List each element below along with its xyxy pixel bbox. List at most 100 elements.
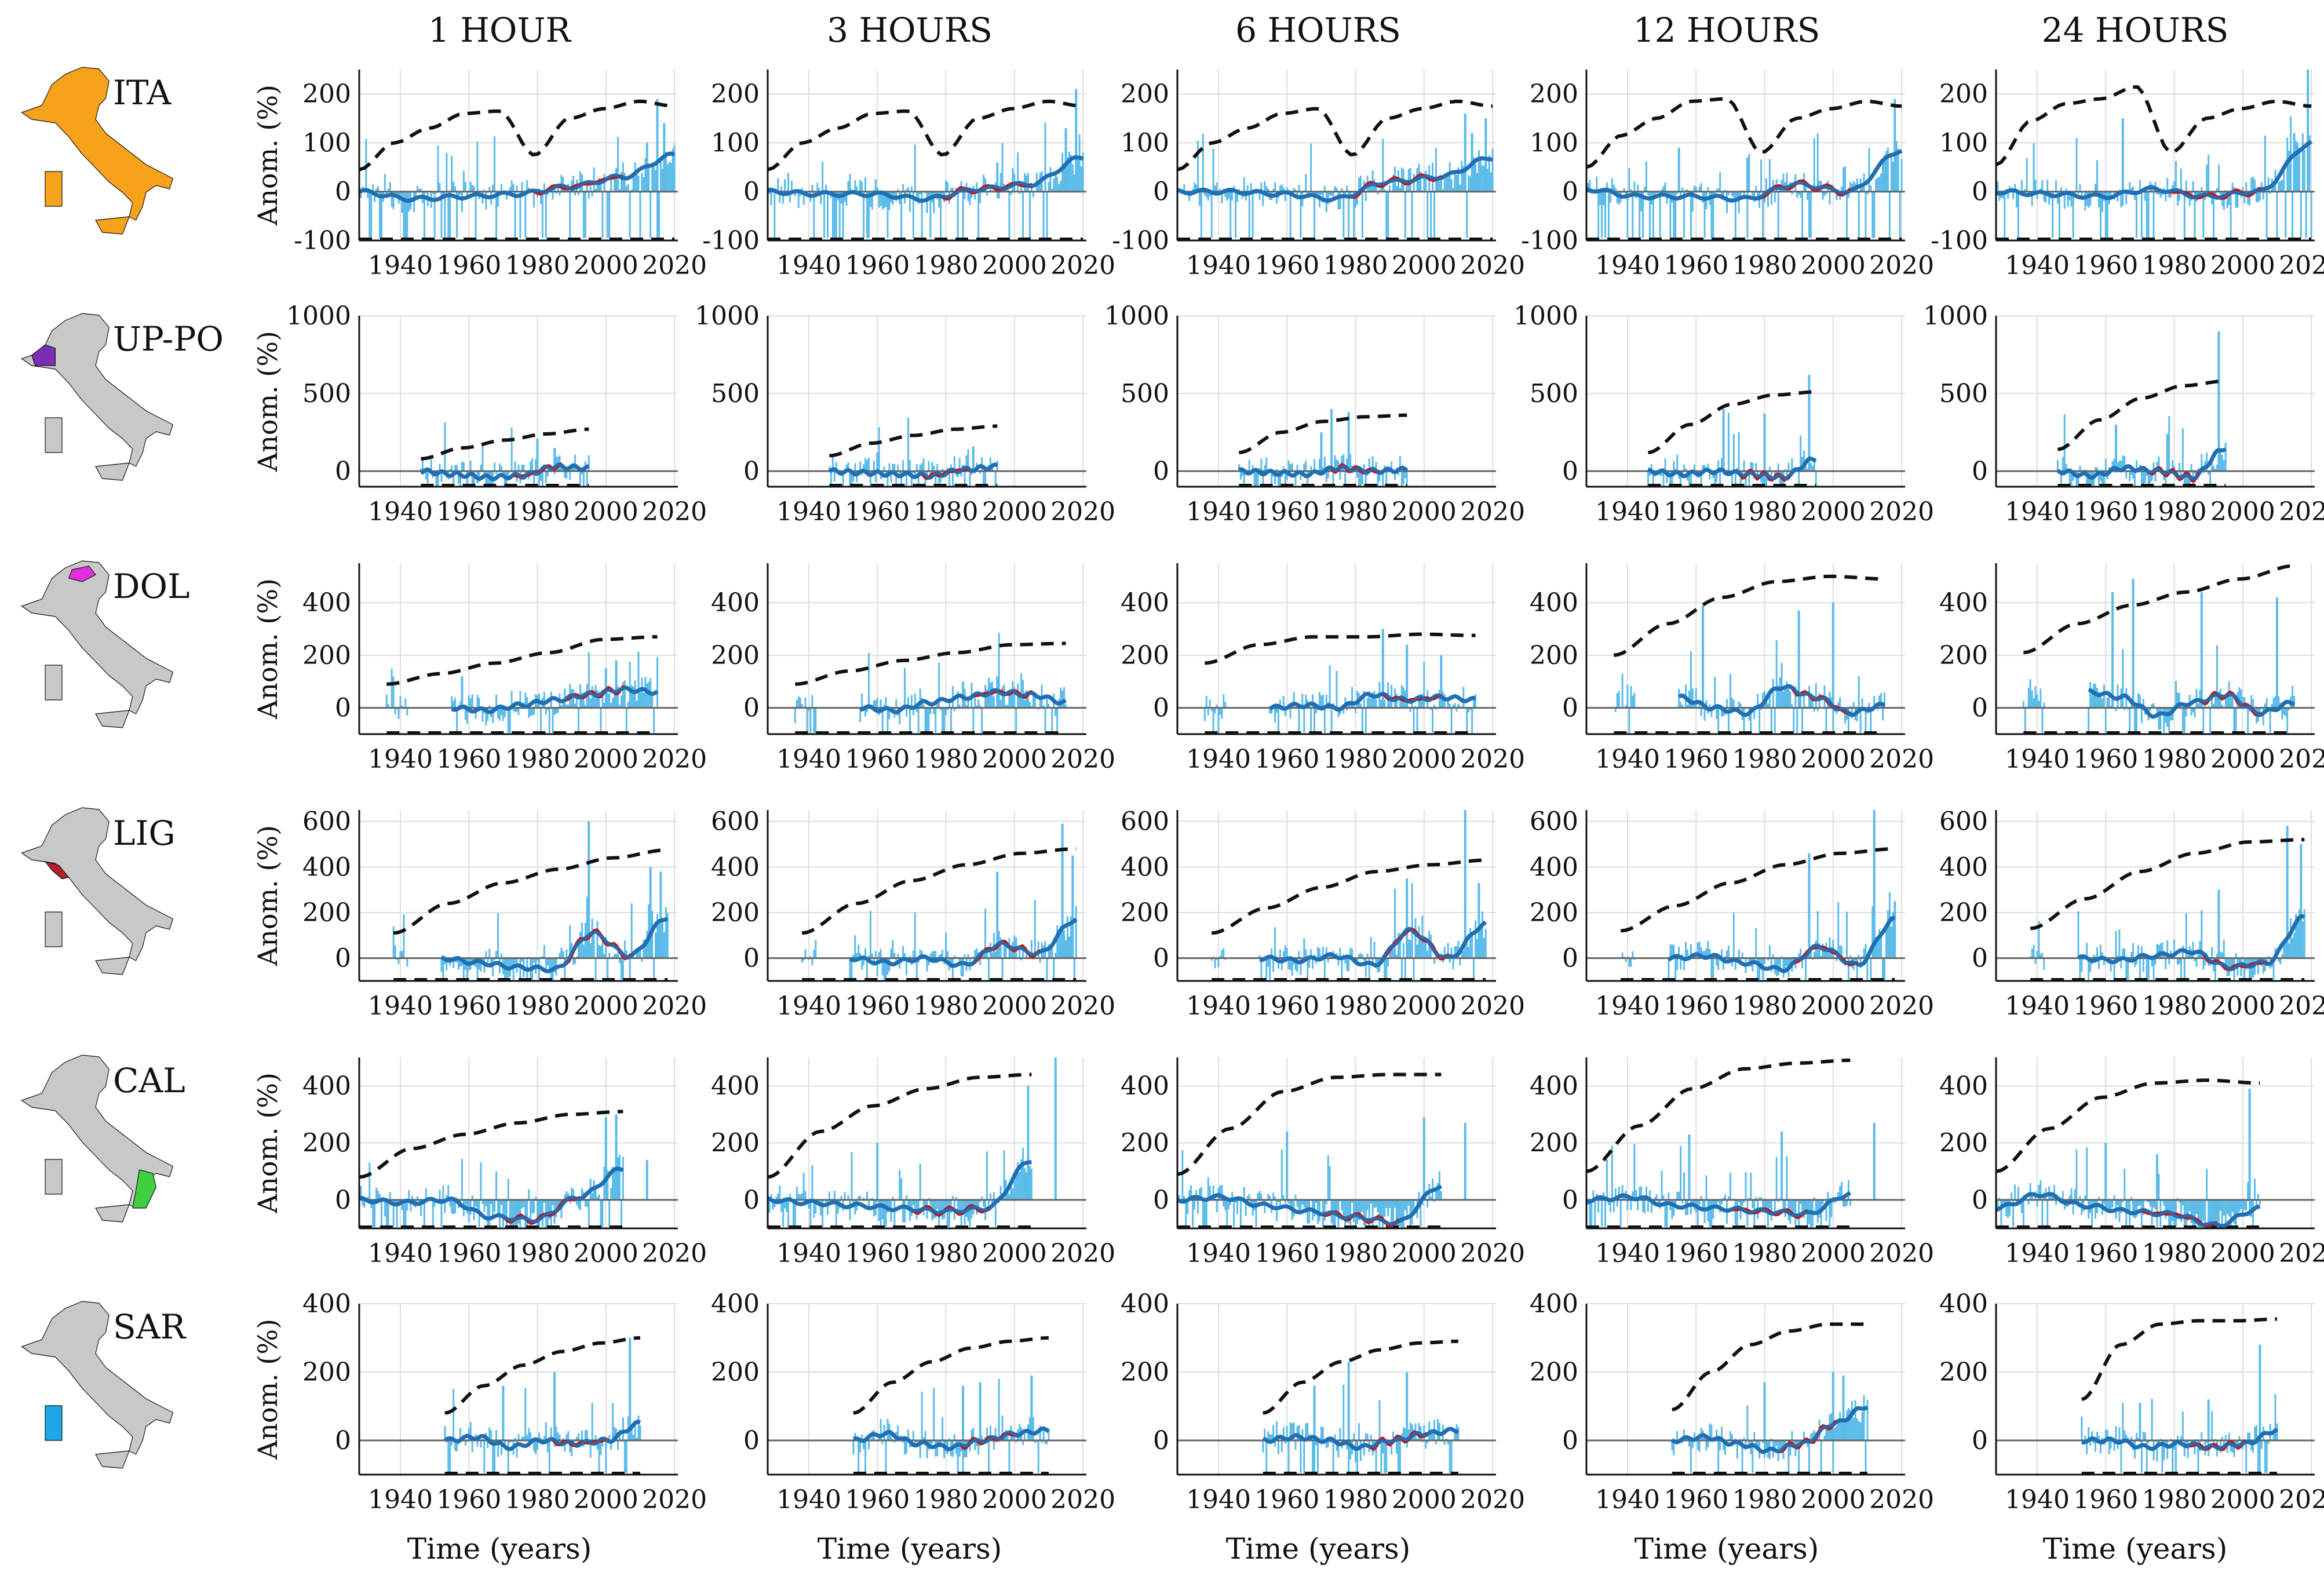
x-tick-label: 1980 xyxy=(2142,745,2207,774)
smoothed-trend-overlay xyxy=(1792,944,1859,966)
chart-panel-lig-4: 0 200 400 600 1940 1960 1980 2000 2020 xyxy=(1530,807,1934,1021)
sardinia-shape xyxy=(45,911,63,947)
y-tick-label: 200 xyxy=(302,1358,351,1387)
y-tick-label: 100 xyxy=(1939,128,1988,158)
y-tick-label: 0 xyxy=(335,694,351,723)
y-tick-label: 1000 xyxy=(695,301,760,331)
upper-envelope-line xyxy=(767,99,1083,172)
y-tick-label: 100 xyxy=(302,128,351,158)
y-tick-label: 400 xyxy=(1939,1071,1988,1101)
x-tick-label: 1960 xyxy=(1663,1485,1728,1515)
y-tick-label: 400 xyxy=(1939,588,1988,618)
x-tick-label: 1960 xyxy=(1663,497,1728,527)
smoothed-trend-overlay xyxy=(1322,1211,1399,1226)
y-tick-label: 0 xyxy=(1972,177,1988,207)
italy-mainland-shape xyxy=(21,1055,174,1209)
smoothed-trend-overlay xyxy=(973,941,1040,963)
x-tick-label: 2020 xyxy=(642,745,707,774)
y-tick-label: 100 xyxy=(1121,128,1169,158)
y-tick-label: 0 xyxy=(1153,694,1169,723)
x-tick-label: 1960 xyxy=(1254,745,1319,774)
y-tick-label: -100 xyxy=(1521,226,1578,256)
y-tick-label: 0 xyxy=(1153,177,1169,207)
italy-mainland-shape xyxy=(21,560,174,714)
x-tick-label: 1980 xyxy=(1323,1239,1388,1268)
anomaly-bars xyxy=(358,99,676,238)
x-tick-label: 2000 xyxy=(1392,991,1457,1021)
y-tick-label: 500 xyxy=(1121,379,1169,408)
chart-panel-cal-3: 0 200 400 1940 1960 1980 2000 2020 xyxy=(1121,1057,1525,1268)
x-tick-label: 2000 xyxy=(1392,745,1457,774)
x-tick-label: 1980 xyxy=(505,497,570,527)
y-tick-label: -100 xyxy=(294,226,351,256)
y-tick-label: 0 xyxy=(335,944,351,973)
y-tick-label: 200 xyxy=(711,641,760,670)
x-tick-label: 2020 xyxy=(1869,1239,1934,1268)
y-tick-label: 0 xyxy=(1562,457,1578,486)
y-tick-label: 500 xyxy=(302,379,351,408)
x-tick-label: 2020 xyxy=(642,1485,707,1515)
y-tick-label: 0 xyxy=(1562,1185,1578,1215)
x-tick-label: 1940 xyxy=(1595,251,1660,280)
chart-panel-cal-1: 0 200 400 1940 1960 1980 2000 2020 xyxy=(302,1057,707,1268)
anomaly-bars xyxy=(1176,1117,1466,1228)
x-tick-label: 1940 xyxy=(2005,497,2070,527)
x-tick-label: 1940 xyxy=(1595,1239,1660,1268)
y-axis-label: Anom. (%) xyxy=(252,85,283,226)
y-tick-label: 0 xyxy=(743,177,760,207)
x-tick-label: 2000 xyxy=(2210,497,2275,527)
x-tick-label: 1980 xyxy=(1323,745,1388,774)
x-tick-label: 2000 xyxy=(982,1485,1047,1515)
smoothed-trend-overlay xyxy=(1791,687,1852,716)
x-tick-label: 1940 xyxy=(2005,991,2070,1021)
sicily-shape xyxy=(95,710,130,728)
x-tick-label: 1980 xyxy=(1732,497,1797,527)
chart-panel-dol-2: 0 200 400 1940 1960 1980 2000 2020 xyxy=(711,563,1115,774)
smoothed-trend-overlay xyxy=(913,1206,990,1214)
anomaly-bars xyxy=(1995,1089,2261,1228)
x-tick-label: 2020 xyxy=(1460,1239,1525,1268)
region-map-dol xyxy=(21,560,174,728)
upper-envelope-line xyxy=(1263,1339,1458,1415)
x-tick-label: 2000 xyxy=(982,745,1047,774)
smoothed-trend-overlay xyxy=(2169,188,2261,199)
x-tick-label: 1940 xyxy=(1186,745,1251,774)
y-tick-label: 400 xyxy=(711,852,760,882)
x-tick-label: 1980 xyxy=(1732,251,1797,280)
x-tick-label: 1980 xyxy=(2142,1239,2207,1268)
x-tick-label: 1960 xyxy=(845,745,910,774)
chart-panel-lig-2: 0 200 400 600 1940 1960 1980 2000 2020 xyxy=(711,807,1115,1021)
upper-envelope-line xyxy=(359,1110,623,1179)
region-map-cal xyxy=(21,1055,174,1223)
x-tick-label: 2020 xyxy=(642,251,707,280)
smoothed-trend-overlay xyxy=(921,466,971,479)
smoothed-trend-overlay xyxy=(1779,1421,1837,1453)
upper-envelope-line xyxy=(393,848,668,935)
x-tick-label: 1960 xyxy=(1663,991,1728,1021)
x-tick-label: 2000 xyxy=(574,745,639,774)
y-axis-label: Anom. (%) xyxy=(252,825,283,966)
upper-envelope-line xyxy=(1585,97,1902,169)
x-tick-label: 2020 xyxy=(1869,745,1934,774)
y-tick-label: 400 xyxy=(1121,588,1169,618)
anomaly-bars xyxy=(358,1114,648,1228)
x-tick-label: 1980 xyxy=(914,1239,979,1268)
x-tick-label: 2000 xyxy=(1801,745,1866,774)
x-tick-label: 2020 xyxy=(1050,991,1115,1021)
anomaly-bars xyxy=(1262,1362,1460,1473)
x-tick-label: 2020 xyxy=(1869,1485,1934,1515)
x-tick-label: 1940 xyxy=(2005,251,2070,280)
y-tick-label: 400 xyxy=(1121,852,1169,882)
x-tick-label: 2000 xyxy=(1801,991,1866,1021)
x-tick-label: 2000 xyxy=(982,497,1047,527)
y-tick-label: 200 xyxy=(1530,1129,1578,1158)
y-tick-label: 600 xyxy=(1939,807,1988,837)
y-tick-label: 200 xyxy=(1121,1358,1169,1387)
x-tick-label: 1940 xyxy=(1595,1485,1660,1515)
y-tick-label: 1000 xyxy=(286,301,351,331)
